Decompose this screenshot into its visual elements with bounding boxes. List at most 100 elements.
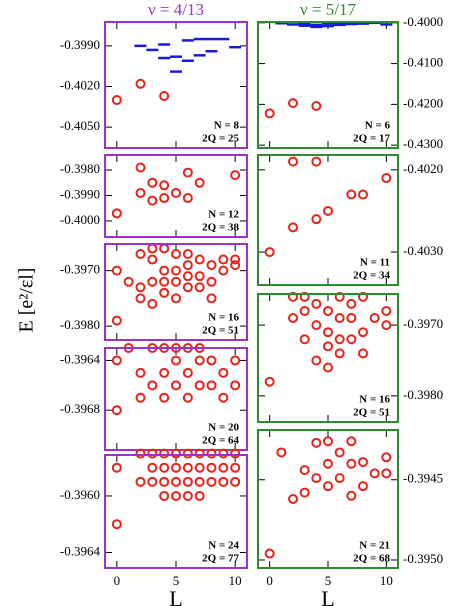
data-point <box>264 548 275 559</box>
data-point <box>323 362 333 373</box>
data-point <box>182 260 193 271</box>
data-point <box>147 243 158 254</box>
panel-frame <box>257 21 399 149</box>
data-point <box>230 260 241 271</box>
data-point <box>159 243 170 254</box>
data-point <box>381 452 392 463</box>
data-point <box>194 490 205 501</box>
data-point <box>311 437 322 448</box>
data-point <box>381 320 392 331</box>
y-tick-label: -0.4020 <box>403 161 443 176</box>
data-point <box>171 448 181 459</box>
data-point <box>171 265 181 276</box>
data-point <box>135 282 146 293</box>
data-point <box>182 282 193 293</box>
y-tick-label: -0.3990 <box>60 37 100 52</box>
data-point <box>111 315 122 326</box>
panel-frame <box>104 154 248 238</box>
data-point <box>334 473 345 484</box>
annotation: 2Q = 25 <box>202 133 239 145</box>
data-point <box>323 436 333 447</box>
data-point <box>369 313 380 324</box>
data-point <box>218 254 229 265</box>
x-tick-label: 5 <box>173 573 180 588</box>
data-point <box>182 271 193 282</box>
data-point <box>323 305 333 316</box>
annotation: 2Q = 68 <box>353 553 390 565</box>
annotation: N = 8 <box>214 120 240 132</box>
data-point <box>147 298 158 309</box>
data-point <box>111 208 122 219</box>
data-point <box>206 260 217 271</box>
data-point <box>194 355 205 366</box>
data-point <box>206 293 217 304</box>
annotation: N = 20 <box>208 422 239 434</box>
data-point <box>358 327 368 338</box>
data-point <box>334 447 345 458</box>
data-point <box>381 468 392 479</box>
data-point <box>159 193 170 204</box>
data-point <box>182 392 193 403</box>
data-point <box>147 254 158 265</box>
data-point <box>159 265 170 276</box>
data-point <box>111 519 122 530</box>
annotation: N = 6 <box>365 120 391 132</box>
y-tick-label: -0.3964 <box>60 543 101 558</box>
data-point <box>135 367 146 378</box>
data-point <box>346 189 357 200</box>
annotation: N = 11 <box>360 257 390 269</box>
panel-frame <box>104 243 248 341</box>
data-point <box>334 334 345 345</box>
data-point <box>194 177 205 188</box>
y-tick-label: -0.3970 <box>403 316 443 331</box>
y-tick-label: -0.3980 <box>403 387 443 402</box>
annotation: N = 21 <box>359 540 390 552</box>
data-point <box>111 355 122 366</box>
data-point <box>311 298 322 309</box>
data-point <box>218 265 229 276</box>
data-point <box>182 167 193 178</box>
data-point <box>311 320 322 331</box>
data-point <box>358 457 368 468</box>
data-point <box>334 291 345 302</box>
data-point <box>194 380 205 391</box>
y-tick-label: -0.3980 <box>60 161 100 176</box>
data-point <box>147 177 158 188</box>
data-point <box>218 392 229 403</box>
data-point <box>182 248 193 259</box>
annotation: 2Q = 64 <box>202 435 239 447</box>
annotation: 2Q = 51 <box>353 407 390 419</box>
data-point <box>218 448 229 459</box>
data-point <box>288 222 298 233</box>
data-point <box>358 189 368 200</box>
data-point <box>230 170 241 181</box>
data-point <box>159 462 170 473</box>
data-point <box>159 490 170 501</box>
data-point <box>323 481 333 492</box>
data-point <box>159 392 170 403</box>
data-point <box>381 305 392 316</box>
data-point <box>111 265 122 276</box>
annotation: 2Q = 38 <box>202 222 239 234</box>
data-point <box>182 193 193 204</box>
x-tick-label: 0 <box>114 573 121 588</box>
data-point <box>194 448 205 459</box>
y-tick-label: -0.4300 <box>403 136 443 151</box>
annotation: N = 24 <box>208 540 239 552</box>
data-point <box>159 287 170 298</box>
data-point <box>299 487 310 498</box>
data-point <box>171 355 181 366</box>
data-point <box>135 187 146 198</box>
annotation: N = 16 <box>208 312 239 324</box>
data-point <box>159 448 170 459</box>
data-point <box>276 447 287 458</box>
data-point <box>147 195 158 206</box>
x-axis-label: L <box>169 586 182 606</box>
data-point <box>171 187 181 198</box>
data-point <box>171 462 181 473</box>
data-point <box>182 476 193 487</box>
